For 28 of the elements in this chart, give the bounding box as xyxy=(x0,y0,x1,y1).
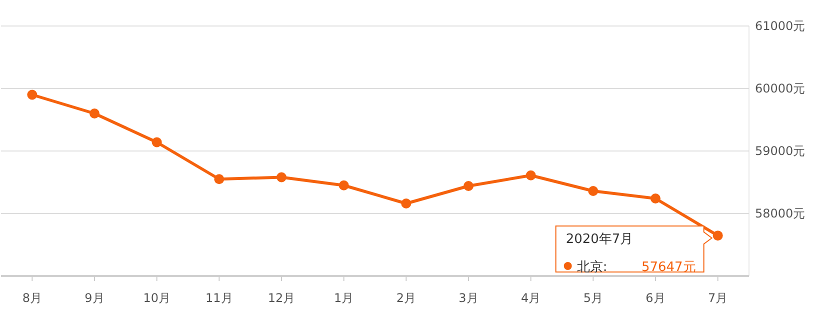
x-tick-label: 2月 xyxy=(396,291,416,305)
point xyxy=(464,181,474,191)
x-tick-label: 9月 xyxy=(84,291,104,305)
point xyxy=(276,172,286,182)
y-tick-label: 60000元 xyxy=(755,82,806,96)
point xyxy=(27,90,38,100)
point xyxy=(90,108,100,118)
x-tick-label: 7月 xyxy=(708,291,728,305)
x-tick-label: 11月 xyxy=(206,291,233,305)
point xyxy=(588,186,598,196)
x-tick-label: 5月 xyxy=(583,291,603,305)
point xyxy=(650,194,660,204)
point xyxy=(152,137,162,148)
y-tick-label: 61000元 xyxy=(755,19,806,33)
y-tick-label: 58000元 xyxy=(755,206,806,220)
x-tick-label: 4月 xyxy=(521,291,541,305)
point xyxy=(712,230,723,241)
x-tick-label: 8月 xyxy=(22,291,42,305)
point xyxy=(526,170,536,180)
point xyxy=(214,174,224,184)
x-tick-label: 10月 xyxy=(143,291,170,305)
y-tick-label: 59000元 xyxy=(755,144,806,158)
x-tick-label: 3月 xyxy=(458,291,478,305)
point xyxy=(401,198,412,208)
x-tick-label: 6月 xyxy=(646,291,666,305)
x-tick-label: 12月 xyxy=(268,291,296,305)
point xyxy=(338,180,349,190)
x-tick-label: 1月 xyxy=(334,291,354,305)
